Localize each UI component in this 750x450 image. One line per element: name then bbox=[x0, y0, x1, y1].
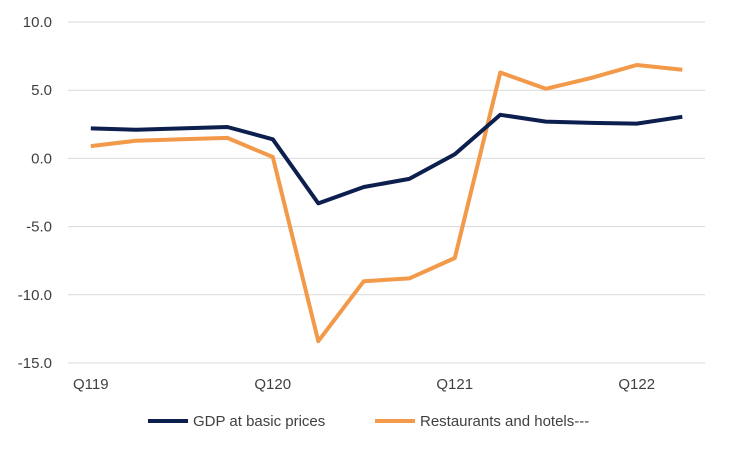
legend-label-0: GDP at basic prices bbox=[193, 413, 325, 430]
gridlines bbox=[68, 21, 705, 364]
legend-label-1: Restaurants and hotels--- bbox=[420, 413, 589, 430]
y-axis-tick-labels: 10.0 5.0 0.0 -5.0 -10.0 -15.0 bbox=[18, 14, 52, 372]
x-tick-label: Q121 bbox=[436, 376, 473, 393]
y-tick-label: -10.0 bbox=[18, 287, 52, 304]
x-tick-label: Q120 bbox=[254, 376, 291, 393]
y-tick-label: -5.0 bbox=[26, 219, 52, 236]
y-tick-label: -15.0 bbox=[18, 355, 52, 372]
x-axis-tick-labels: Q119 Q120 Q121 Q122 bbox=[73, 376, 655, 393]
series-lines bbox=[90, 63, 683, 344]
y-tick-label: 0.0 bbox=[31, 150, 52, 167]
x-tick-label: Q122 bbox=[618, 376, 655, 393]
series-line-0 bbox=[90, 112, 683, 206]
series-line-1 bbox=[90, 63, 683, 344]
y-tick-label: 5.0 bbox=[31, 82, 52, 99]
x-tick-label: Q119 bbox=[73, 376, 109, 393]
y-tick-label: 10.0 bbox=[23, 14, 52, 31]
legend: GDP at basic prices Restaurants and hotel… bbox=[148, 413, 589, 430]
